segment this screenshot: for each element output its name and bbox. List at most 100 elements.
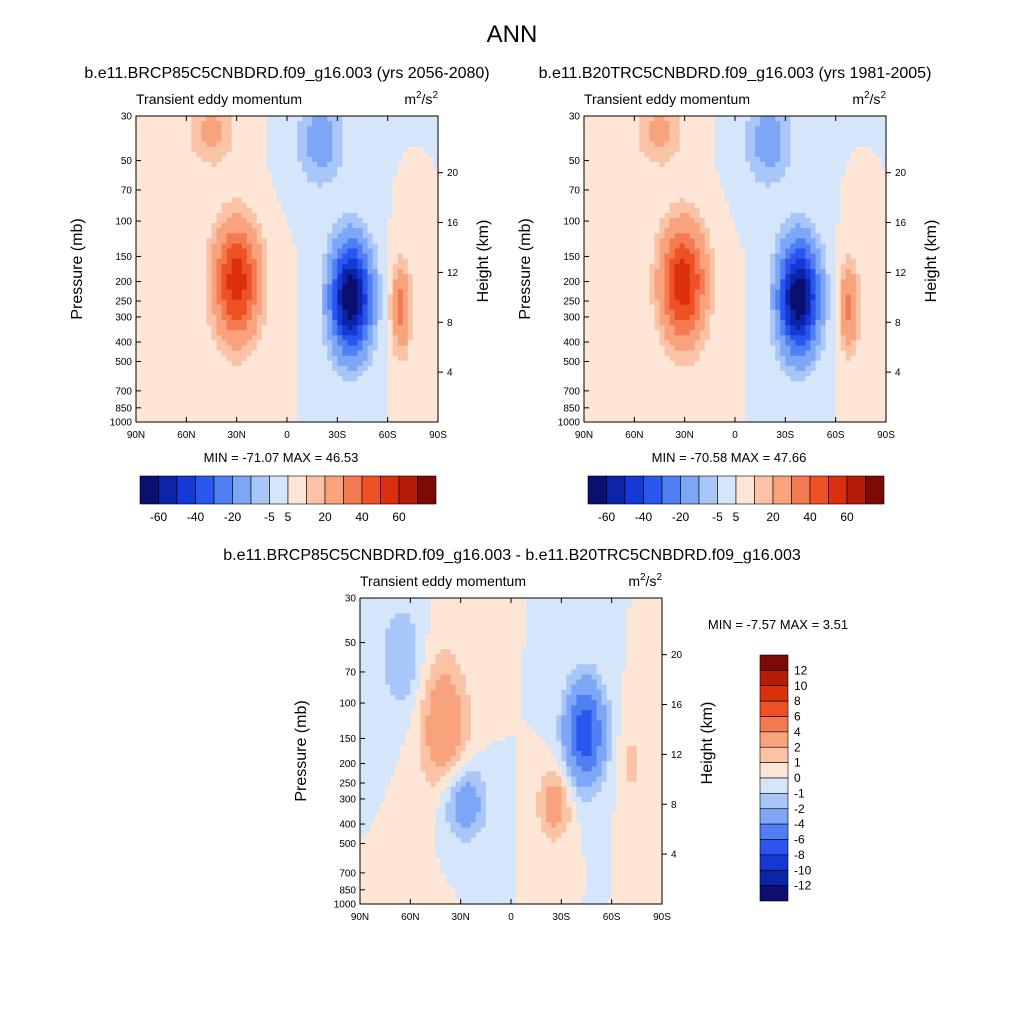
field-cell [604,335,610,341]
field-cell [276,371,283,377]
field-cell [649,116,656,122]
field-cell [372,284,379,290]
field-cell [387,167,394,173]
field-cell [141,360,147,367]
field-cell [241,238,248,245]
field-cell [206,207,213,214]
field-cell [221,371,228,377]
field-cell [624,274,630,280]
field-cell [629,151,635,158]
field-cell [307,406,313,413]
field-cell [327,386,333,392]
field-cell [236,172,243,178]
field-cell [256,376,263,382]
field-cell [377,136,384,143]
field-cell [297,401,303,408]
field-cell [281,207,288,214]
field-cell [654,131,661,137]
field-cell [407,238,414,245]
field-cell [226,202,233,209]
field-cell [246,146,253,153]
field-cell [302,350,308,357]
field-cell [407,243,414,250]
field-cell [186,167,192,173]
field-cell [322,131,328,137]
field-cell [679,202,686,209]
field-cell [251,121,258,127]
field-cell [136,381,142,387]
field-cell [402,274,409,280]
field-cell [397,228,404,234]
field-cell [402,238,409,245]
field-cell [302,284,308,290]
field-cell [392,121,399,127]
field-cell [629,258,635,265]
field-cell [619,345,625,352]
field-cell [271,197,278,204]
field-cell [191,371,197,377]
field-cell [377,386,384,392]
field-cell [679,269,686,275]
field-cell [297,320,303,326]
field-cell [181,386,187,392]
field-cell [619,294,625,301]
field-cell [166,187,172,194]
field-cell [392,320,399,326]
field-cell [609,126,615,132]
field-cell [297,161,303,168]
field-cell [347,126,354,132]
field-cell [261,269,268,275]
field-cell [432,228,439,234]
field-cell [689,156,696,163]
field-cell [377,391,384,398]
field-cell [629,371,635,377]
field-cell [432,376,439,382]
field-cell [181,371,187,377]
field-cell [689,126,696,132]
field-cell [357,238,364,245]
field-cell [357,151,364,158]
field-cell [634,182,640,188]
field-cell [146,218,152,224]
field-cell [186,325,192,331]
field-cell [397,274,404,280]
field-cell [136,304,142,311]
field-cell [644,263,651,270]
field-cell [241,289,248,296]
field-cell [584,121,590,127]
field-cell [171,243,177,250]
field-cell [372,172,379,178]
field-cell [422,202,429,209]
field-cell [226,376,233,382]
field-cell [599,386,605,392]
field-cell [382,141,389,148]
field-cell [161,223,167,229]
field-cell [589,320,595,326]
field-cell [191,187,197,194]
field-cell [297,350,303,357]
field-cell [589,141,595,148]
field-cell [266,304,273,311]
field-cell [186,376,192,382]
field-cell [604,340,610,347]
field-cell [312,274,318,280]
field-cell [347,172,354,178]
field-cell [639,269,645,275]
field-cell [266,161,273,168]
field-cell [287,238,293,245]
field-cell [387,309,394,316]
field-cell [432,218,439,224]
field-cell [377,192,384,199]
field-cell [412,263,419,270]
field-cell [634,131,640,137]
field-cell [614,218,620,224]
field-cell [317,284,323,290]
field-cell [619,304,625,311]
field-cell [327,376,333,382]
field-cell [231,116,238,122]
field-cell [407,151,414,158]
field-cell [161,156,167,163]
field-cell [599,355,605,362]
field-cell [271,406,278,413]
field-cell [422,141,429,148]
